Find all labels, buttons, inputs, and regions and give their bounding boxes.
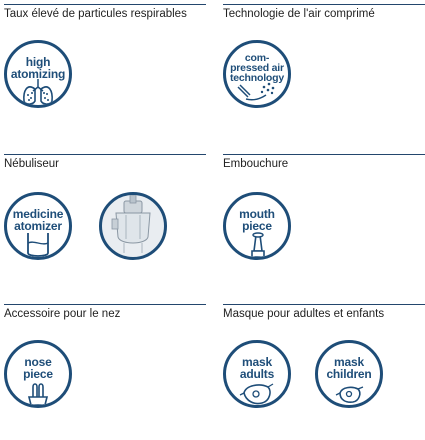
section-title: Masque pour adultes et enfants [223, 308, 385, 320]
feature-nose-piece: Accessoire pour le nez nose piece [0, 300, 206, 440]
nose-piece-icon [27, 383, 49, 405]
badge-label: com- pressed air technology [229, 52, 284, 84]
section-title: Technologie de l'air comprimé [223, 8, 375, 20]
feature-mouthpiece: Embouchure mouth piece [219, 150, 425, 290]
section-divider [223, 304, 425, 305]
section-title: Embouchure [223, 158, 289, 170]
feature-compressed-air: Technologie de l'air comprimé com- press… [219, 0, 425, 140]
badge-label: high atomizing [10, 55, 66, 81]
mask-adult-icon [239, 383, 274, 405]
mouthpiece-badge: mouth piece [223, 192, 291, 260]
airflow-icon [237, 82, 275, 101]
section-divider [223, 4, 425, 5]
badge-label: medicine atomizer [12, 207, 64, 233]
lungs-icon [23, 79, 53, 105]
feature-high-atomizing: Taux élevé de particules respirables hig… [0, 0, 206, 140]
nose-piece-badge: nose piece [4, 340, 72, 408]
mask-adults-badge: mask adults [223, 340, 291, 408]
badge-label: mask adults [239, 355, 275, 381]
section-title: Taux élevé de particules respirables [4, 8, 187, 20]
section-divider [4, 304, 206, 305]
section-title: Accessoire pour le nez [4, 308, 121, 320]
section-divider [4, 4, 206, 5]
nebulizer-illustration [111, 195, 151, 253]
nebulizer-photo [99, 192, 167, 260]
mouthpiece-icon [251, 232, 265, 257]
badge-label: mouth piece [239, 207, 275, 233]
compressed-air-badge: com- pressed air technology [223, 40, 291, 108]
high-atomizing-badge: high atomizing [4, 40, 72, 108]
section-title: Nébuliseur [4, 158, 59, 170]
medicine-chamber-icon [27, 233, 49, 257]
badge-label: mask children [326, 355, 372, 381]
section-divider [4, 154, 206, 155]
feature-nebulizer: Nébuliseur medicine atomizer [0, 150, 206, 290]
feature-masks: Masque pour adultes et enfants mask adul… [219, 300, 425, 440]
mask-child-icon [335, 386, 364, 403]
section-divider [223, 154, 425, 155]
mask-children-badge: mask children [315, 340, 383, 408]
badge-label: nose piece [23, 355, 53, 381]
medicine-atomizer-badge: medicine atomizer [4, 192, 72, 260]
